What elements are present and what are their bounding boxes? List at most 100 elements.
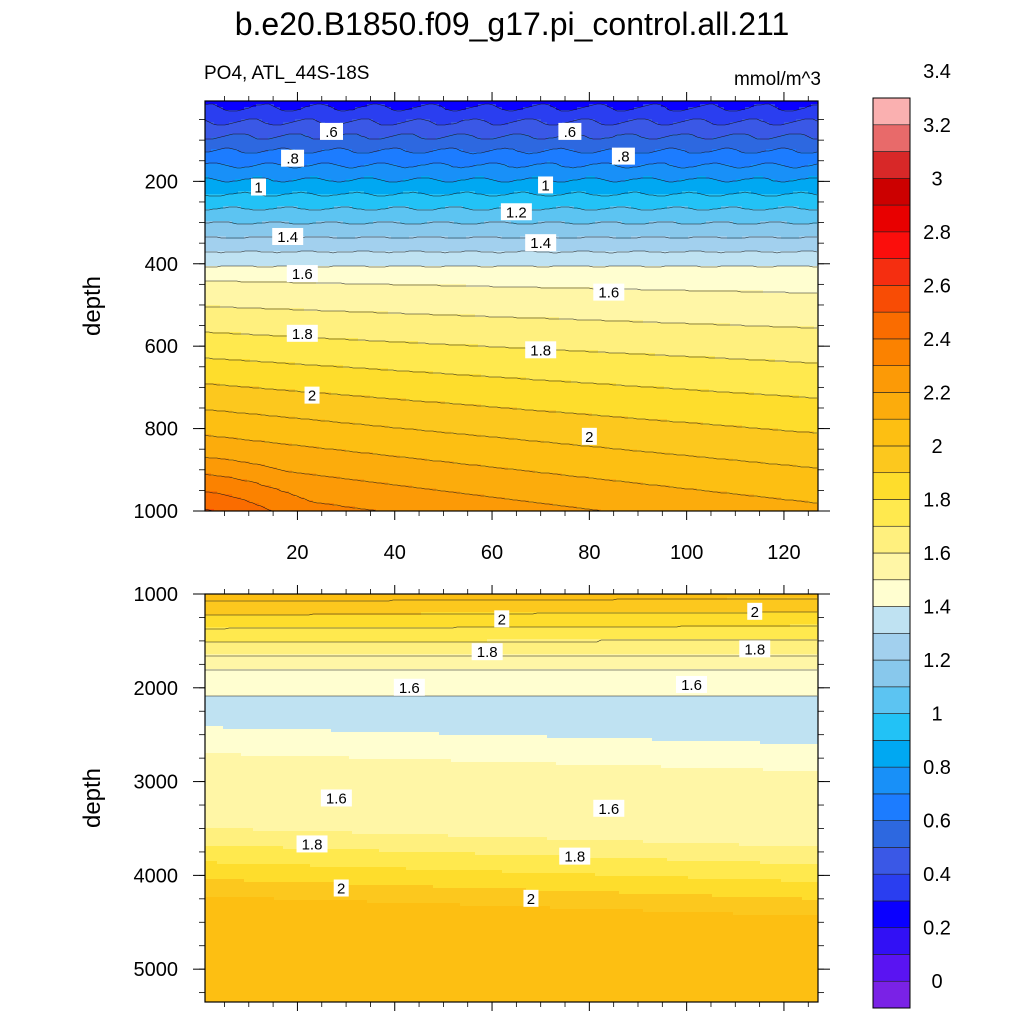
contour-label: 1.8	[297, 835, 328, 853]
units-label: mmol/m^3	[734, 69, 821, 91]
colorbar-segment	[873, 366, 910, 393]
colorbar-tick-label: 2	[931, 436, 942, 458]
colorbar-segment	[873, 740, 910, 767]
contour-label: 1.8	[472, 643, 503, 661]
contour-label-text: .8	[286, 151, 299, 168]
x-tick-label: 120	[767, 542, 800, 564]
colorbar-segment	[873, 553, 910, 580]
contour-label-text: 2	[337, 881, 345, 898]
colorbar-segment	[873, 473, 910, 500]
colorbar-segment	[873, 981, 910, 1008]
colorbar-segment	[873, 98, 910, 125]
contour-label-text: .6	[325, 124, 338, 141]
upper-ylabel: depth	[79, 276, 106, 336]
colorbar-segment	[873, 874, 910, 901]
upper-panel: .6.6.8.81 11.21.4 1.41.61.61.81.822 20 40 60…	[79, 92, 830, 564]
colorbar-tick-label: 0.8	[923, 757, 951, 779]
colorbar-tick-label: 3	[931, 168, 942, 190]
contour-label-text: 1.8	[292, 326, 313, 343]
colorbar-segment	[873, 660, 910, 687]
contour-label: 2	[523, 890, 538, 908]
contour-label-text: 1.6	[399, 680, 420, 697]
contour-label: 1.6	[321, 789, 352, 807]
y-tick-label: 400	[145, 254, 178, 276]
contour-label-text: 1.8	[744, 641, 765, 658]
contour-label-text: 2	[308, 388, 316, 405]
colorbar-tick-label: 2.8	[923, 222, 951, 244]
colorbar-segment	[873, 954, 910, 981]
contour-label-text: 1.8	[530, 342, 551, 359]
colorbar-segment	[873, 607, 910, 634]
contour-label-text: .8	[617, 149, 630, 166]
contour-label-text: 1.2	[506, 204, 527, 221]
colorbar-segment	[873, 312, 910, 339]
contour-label-text: 1.4	[530, 235, 551, 252]
contour-label-text: 1.8	[477, 644, 498, 661]
y-tick-label: 800	[145, 419, 178, 441]
contour-label: .8	[612, 148, 635, 166]
colorbar-segment	[873, 152, 910, 179]
colorbar-tick-label: 1.6	[923, 543, 951, 565]
colorbar-tick-label: 2.2	[923, 382, 951, 404]
colorbar-tick-label: 1	[931, 704, 942, 726]
colorbar-segment	[873, 205, 910, 232]
contour-label: 2	[334, 880, 349, 898]
contour-label: 1.6	[394, 679, 425, 697]
contour-label: 1	[538, 176, 553, 194]
contour-label-text: 1	[541, 177, 549, 194]
lower-panel: 2 21.8 1.81.6 1.61.61.61.81.822 10002000300…	[79, 584, 830, 1011]
contour-label: .8	[281, 150, 304, 168]
colorbar-tick-label: 1.4	[923, 597, 951, 619]
colorbar-tick-label: 0.4	[923, 864, 951, 886]
contour-label: 2	[494, 610, 509, 628]
colorbar-segment	[873, 446, 910, 473]
contour-label: 1.8	[287, 325, 318, 343]
colorbar-segment	[873, 794, 910, 821]
colorbar-segment	[873, 339, 910, 366]
contour-label-text: 1.6	[598, 285, 619, 302]
y-tick-label: 1000	[134, 501, 179, 523]
colorbar-segment	[873, 714, 910, 741]
colorbar-tick-label: 1.2	[923, 650, 951, 672]
colorbar-segment	[873, 526, 910, 553]
colorbar-segment	[873, 419, 910, 446]
contour-label-text: 1.8	[564, 849, 585, 866]
colorbar-segment	[873, 821, 910, 848]
contour-label-text: 2	[751, 604, 759, 621]
colorbar-tick-label: 3.2	[923, 115, 951, 137]
colorbar-tick-label: 3.4	[923, 61, 951, 83]
y-tick-label: 200	[145, 171, 178, 193]
colorbar-segment	[873, 232, 910, 259]
contour-label-text: 2	[498, 611, 506, 628]
colorbar-tick-label: 0.6	[923, 811, 951, 833]
colorbar-segment	[873, 928, 910, 955]
contour-label: 1.6	[593, 284, 624, 302]
y-tick-label: 5000	[134, 959, 179, 981]
x-tick-label: 60	[481, 542, 503, 564]
y-tick-label: 2000	[134, 678, 179, 700]
variable-region-label: PO4, ATL_44S-18S	[204, 63, 369, 85]
chart-title: b.e20.B1850.f09_g17.pi_control.all.211	[0, 6, 1024, 43]
lower-contour-fill	[205, 594, 821, 1003]
contour-label: .6	[320, 123, 343, 141]
contour-label-text: 2	[585, 429, 593, 446]
colorbar-segment	[873, 633, 910, 660]
x-tick-label: 20	[286, 542, 308, 564]
x-tick-label: 80	[578, 542, 600, 564]
colorbar-segment	[873, 847, 910, 874]
colorbar-segment	[873, 687, 910, 714]
contour-label: 1.6	[593, 800, 624, 818]
contour-label: 1.6	[676, 676, 707, 694]
contour-label-text: .6	[564, 124, 577, 141]
colorbar-segment	[873, 259, 910, 286]
y-tick-label: 1000	[134, 584, 179, 606]
contour-label: 2	[747, 603, 762, 621]
colorbar-tick-label: 2.4	[923, 329, 951, 351]
contour-label: 1.8	[525, 341, 556, 359]
colorbar-segment	[873, 392, 910, 419]
contour-label: 2	[582, 428, 597, 446]
colorbar-segment	[873, 499, 910, 526]
contour-label-text: 1.6	[292, 266, 313, 283]
contour-label-text: 1.6	[681, 677, 702, 694]
